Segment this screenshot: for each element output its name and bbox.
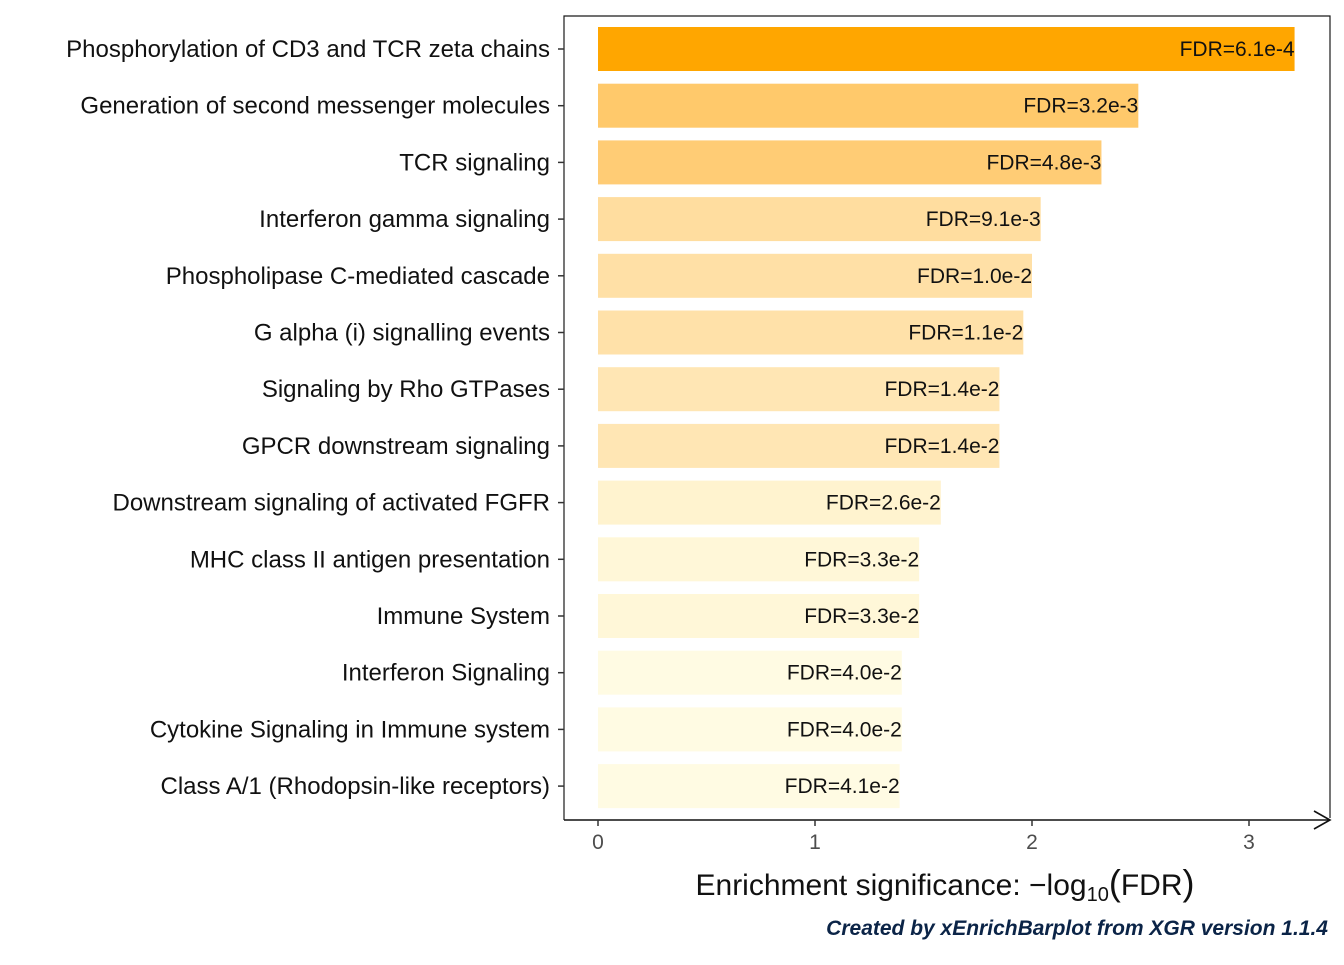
y-tick-label: G alpha (i) signalling events — [254, 320, 550, 347]
y-tick-label: Class A/1 (Rhodopsin-like receptors) — [161, 773, 551, 800]
bar — [598, 27, 1295, 71]
y-tick-label: MHC class II antigen presentation — [190, 546, 550, 573]
bar — [598, 140, 1102, 185]
y-tick-label: Interferon Signaling — [342, 660, 550, 687]
bar — [598, 707, 902, 752]
bar — [598, 423, 1000, 468]
bar — [598, 537, 920, 582]
bar — [598, 253, 1032, 298]
y-tick-label: Interferon gamma signaling — [259, 206, 550, 233]
bar-label: FDR=1.0e-2 — [917, 265, 1032, 288]
bar — [598, 650, 902, 695]
bar-label: FDR=2.6e-2 — [826, 492, 941, 515]
bar-label: FDR=4.1e-2 — [785, 775, 900, 798]
y-tick-label: TCR signaling — [399, 149, 550, 176]
bar-label: FDR=3.3e-2 — [804, 548, 919, 571]
bar-label: FDR=1.4e-2 — [884, 435, 999, 458]
bar — [598, 764, 900, 809]
bar-label: FDR=4.0e-2 — [787, 662, 902, 685]
y-tick-label: Immune System — [377, 603, 550, 630]
x-tick-label: 1 — [809, 831, 821, 854]
y-tick-label: Signaling by Rho GTPases — [262, 376, 550, 403]
bar-label: FDR=6.1e-4 — [1180, 38, 1295, 61]
bar — [598, 367, 1000, 412]
credit-footer: Created by xEnrichBarplot from XGR versi… — [826, 917, 1328, 940]
x-axis-title: Enrichment significance: −log10(FDR) — [696, 862, 1195, 906]
bar-label: FDR=4.0e-2 — [787, 718, 902, 741]
bar-label: FDR=1.4e-2 — [884, 378, 999, 401]
y-tick-label: GPCR downstream signaling — [242, 433, 550, 460]
bar — [598, 310, 1024, 355]
bar — [598, 594, 920, 638]
bar-label: FDR=4.8e-3 — [986, 151, 1101, 174]
x-tick-label: 3 — [1243, 831, 1255, 854]
bar — [598, 83, 1139, 128]
bar-label: FDR=9.1e-3 — [926, 208, 1041, 231]
x-tick-label: 0 — [592, 831, 604, 854]
bar — [598, 480, 941, 525]
y-tick-label: Phosphorylation of CD3 and TCR zeta chai… — [66, 36, 550, 63]
y-tick-label: Cytokine Signaling in Immune system — [150, 716, 550, 743]
y-tick-label: Downstream signaling of activated FGFR — [112, 490, 550, 517]
bar — [598, 197, 1041, 242]
bar-label: FDR=1.1e-2 — [908, 322, 1023, 345]
x-tick-label: 2 — [1026, 831, 1038, 854]
bar-label: FDR=3.2e-3 — [1023, 95, 1138, 118]
y-tick-label: Phospholipase C-mediated cascade — [166, 263, 550, 290]
y-tick-label: Generation of second messenger molecules — [80, 93, 550, 120]
x-axis-arrow — [1313, 810, 1332, 830]
panel-border — [563, 15, 1331, 820]
bar-label: FDR=3.3e-2 — [804, 605, 919, 628]
